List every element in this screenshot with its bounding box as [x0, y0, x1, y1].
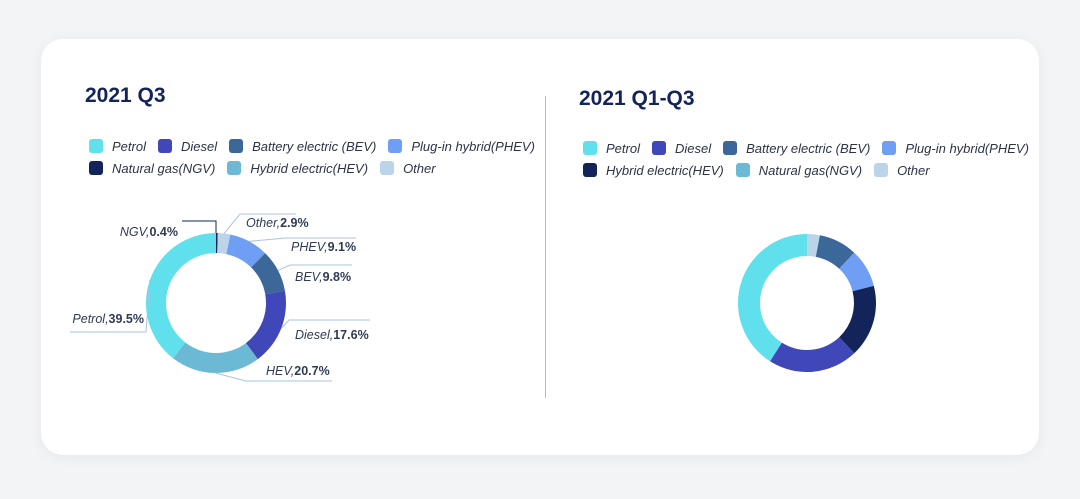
legend-swatch [723, 141, 738, 155]
slice-bev [251, 253, 285, 295]
legend-swatch [89, 139, 103, 153]
legend-swatch [89, 161, 103, 175]
legend-item-bev: Battery electric (BEV) [229, 139, 376, 154]
chart-title-q1-q3: 2021 Q1-Q3 [579, 87, 695, 110]
legend-item-phev: Plug-in hybrid(PHEV) [388, 139, 535, 154]
data-label-petrol: Petrol,39.5% [72, 312, 144, 326]
slice-ngv [839, 285, 876, 354]
leader-line-phev [249, 237, 356, 242]
donut-q1-q3 [738, 234, 876, 372]
data-label-hev: HEV,20.7% [266, 364, 330, 378]
legend-item-phev: Plug-in hybrid(PHEV) [882, 141, 1029, 156]
legend-swatch [227, 161, 242, 175]
legend-item-other: Other [380, 161, 436, 176]
legend-swatch [882, 141, 897, 155]
legend-swatch [583, 163, 597, 177]
legend-label: Other [897, 162, 930, 178]
donut-q3: NGV,0.4% Other,2.9% PHEV,9.1% BEV,9.8% Diese… [70, 213, 370, 382]
slice-diesel [245, 290, 286, 360]
legend-row: Petrol Diesel Battery electric (BEV) Plug-i… [89, 135, 547, 157]
leader-line-petrol [70, 280, 151, 333]
legend-item-diesel: Diesel [157, 138, 218, 154]
legend-swatch [735, 163, 750, 177]
slice-diesel [770, 337, 855, 372]
legend-item-petrol: Petrol [583, 141, 640, 156]
legend-item-other: Other [874, 163, 930, 178]
legend-swatch [583, 141, 597, 155]
legend-swatch [651, 141, 666, 155]
legend-label: Plug-in hybrid(PHEV) [411, 138, 535, 154]
legend-item-bev: Battery electric (BEV) [723, 141, 870, 156]
legend-label: Battery electric (BEV) [746, 140, 871, 156]
legend-swatch [157, 139, 172, 153]
slice-other [217, 233, 231, 255]
legend-row: Hybrid electric(HEV) Natural gas(NGV) Othe… [583, 159, 1041, 181]
legend-label: Natural gas(NGV) [758, 162, 863, 178]
slice-phev [226, 234, 266, 268]
legend-label: Diesel [674, 140, 712, 156]
leader-line-diesel [280, 319, 370, 330]
data-label-diesel: Diesel,17.6% [295, 328, 369, 342]
legend-item-hev: Natural gas(NGV) [735, 162, 863, 178]
slice-bev [815, 235, 855, 269]
legend-label: Plug-in hybrid(PHEV) [905, 140, 1029, 156]
legend-swatch [380, 161, 395, 175]
legend-item-ngv: Natural gas(NGV) [89, 161, 215, 176]
legend-q3: Petrol Diesel Battery electric (BEV) Plug-i… [89, 135, 547, 179]
legend-row: Natural gas(NGV) Hybrid electric(HEV) Othe… [89, 157, 547, 179]
data-label-other: Other,2.9% [246, 216, 309, 230]
legend-label: Petrol [606, 140, 640, 156]
legend-label: Natural gas(NGV) [112, 160, 216, 176]
legend-row: Petrol Diesel Battery electric (BEV) Plug-i… [583, 137, 1041, 159]
legend-swatch [874, 163, 889, 177]
slice-phev [839, 252, 874, 292]
slice-petrol [738, 234, 807, 362]
slice-petrol [146, 233, 216, 359]
legend-item-hev: Hybrid electric(HEV) [227, 161, 368, 176]
leader-line-other [223, 213, 296, 234]
legend-item-diesel: Diesel [651, 140, 712, 156]
legend-q1-q3: Petrol Diesel Battery electric (BEV) Plug-i… [583, 137, 1041, 181]
data-label-bev: BEV,9.8% [295, 270, 351, 284]
data-label-ngv: NGV,0.4% [120, 225, 178, 239]
data-label-phev: PHEV,9.1% [291, 240, 356, 254]
legend-swatch [229, 139, 244, 153]
legend-label: Hybrid electric(HEV) [250, 160, 369, 176]
leader-line-hev [215, 372, 332, 382]
legend-swatch [388, 139, 403, 153]
slice-other [807, 234, 820, 257]
legend-item-ngv: Hybrid electric(HEV) [583, 163, 724, 178]
legend-label: Hybrid electric(HEV) [606, 162, 724, 178]
legend-label: Diesel [180, 138, 218, 154]
panel-divider [545, 96, 546, 398]
legend-label: Other [403, 160, 436, 176]
legend-label: Petrol [112, 138, 146, 154]
leader-line-bev [277, 264, 352, 271]
slice-hev [173, 342, 258, 373]
legend-label: Battery electric (BEV) [252, 138, 377, 154]
legend-item-petrol: Petrol [89, 139, 146, 154]
chart-title-q3: 2021 Q3 [85, 84, 166, 107]
